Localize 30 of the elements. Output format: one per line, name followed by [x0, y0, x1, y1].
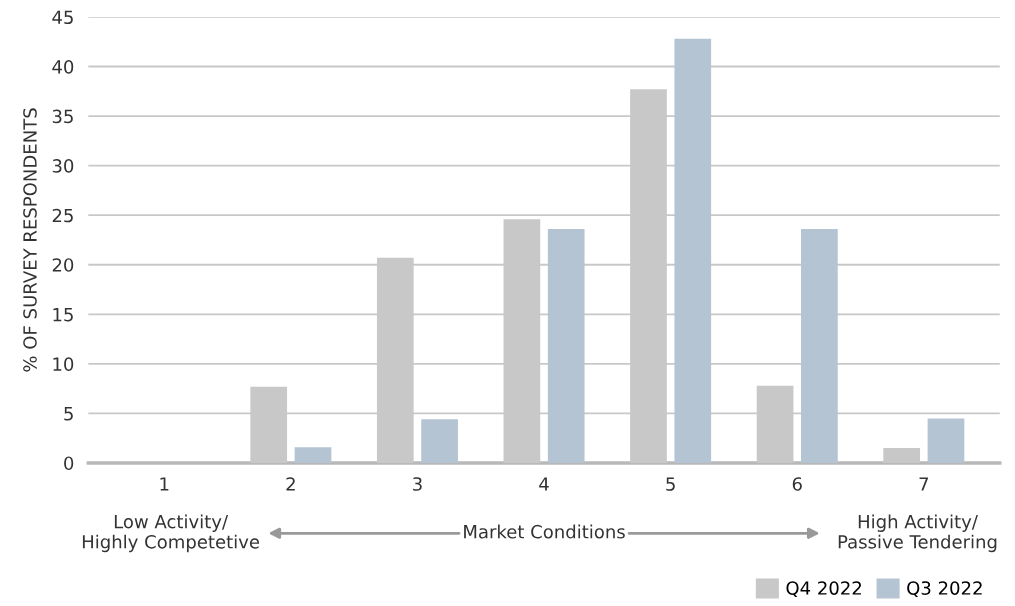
y-tick-label: 35 — [52, 109, 73, 124]
text: High Activity/ Passive Tendering — [838, 514, 997, 553]
y-tick-label: 45 — [52, 10, 73, 25]
legend-label: Q4 2022 — [786, 581, 861, 597]
bar — [927, 418, 965, 463]
x-tick-label: 5 — [666, 477, 675, 491]
x-tick-label: 7 — [919, 477, 929, 491]
x-tick-label: 4 — [539, 477, 549, 491]
y-tick-label: 15 — [53, 308, 73, 322]
text: Market Conditions — [464, 524, 625, 539]
y-tick-label: 20 — [52, 258, 74, 272]
bar — [674, 38, 712, 463]
y-tick-label: 0 — [64, 456, 74, 471]
y-tick-label: 40 — [52, 59, 74, 74]
x-tick-label: 1 — [160, 477, 169, 491]
text: Low Activity/ Highly Competetive — [82, 514, 260, 553]
bar — [547, 229, 585, 463]
y-tick-label: 25 — [52, 208, 73, 223]
x-tick-label: 3 — [413, 477, 422, 491]
bar — [883, 448, 921, 463]
bar — [801, 229, 838, 463]
x-tick-label: 6 — [792, 477, 802, 491]
y-axis-title: % OF SURVEY RESPONDENTS — [23, 108, 37, 372]
bar — [294, 447, 332, 463]
x-tick-label: 2 — [286, 477, 295, 491]
y-tick-label: 30 — [52, 159, 74, 173]
y-tick-label: 10 — [53, 357, 74, 371]
bar — [421, 419, 458, 463]
legend-label: Q3 2022 — [907, 581, 982, 597]
y-tick-label: 5 — [64, 407, 73, 421]
